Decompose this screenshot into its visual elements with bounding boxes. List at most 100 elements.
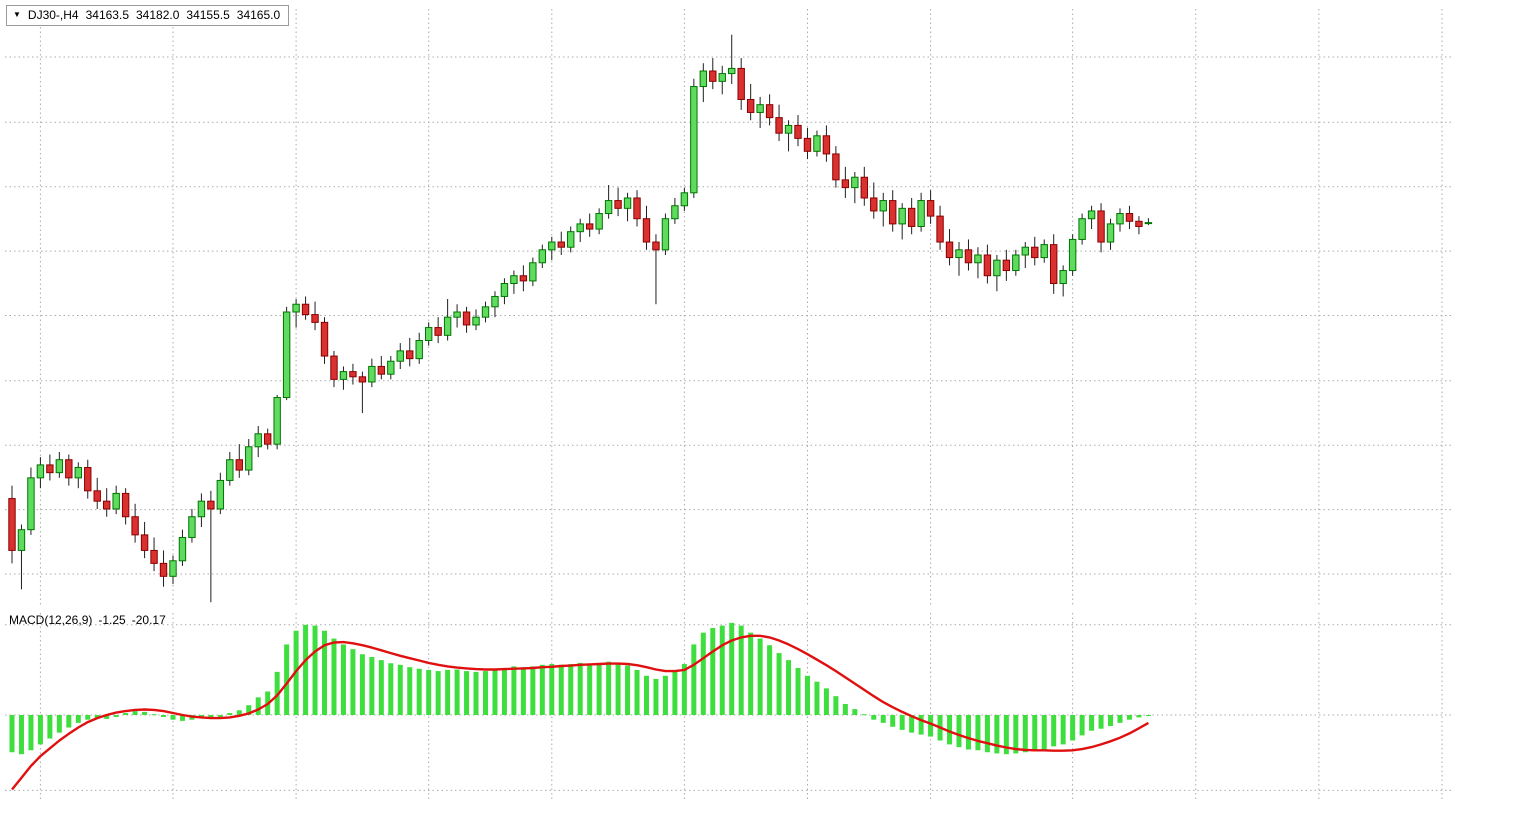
- candle: [216, 472, 225, 515]
- candle: [567, 226, 575, 253]
- candle: [131, 503, 139, 543]
- candle-body: [358, 376, 367, 383]
- candle-body: [879, 200, 887, 212]
- macd-histogram-bar: [132, 711, 138, 715]
- candle: [974, 247, 982, 279]
- macd-histogram-bar: [1003, 715, 1009, 755]
- symbol-dropdown-icon[interactable]: ▼: [13, 10, 21, 19]
- candle: [671, 197, 679, 224]
- candle-body: [349, 371, 357, 378]
- macd-histogram-bar: [1126, 715, 1132, 720]
- candle: [1125, 205, 1134, 230]
- candle: [1144, 218, 1153, 226]
- candle-body: [159, 562, 168, 577]
- macd-histogram-bar: [1060, 715, 1066, 745]
- macd-histogram-bar: [833, 696, 839, 715]
- candle-body: [794, 124, 802, 139]
- macd-histogram-bar: [681, 664, 687, 715]
- candle-body: [415, 340, 423, 360]
- candle: [462, 306, 471, 333]
- candle-body: [784, 124, 793, 134]
- candle: [907, 197, 916, 235]
- macd-histogram-bar: [511, 666, 517, 715]
- macd-histogram-bar: [823, 688, 829, 715]
- macd-histogram-bar: [161, 715, 167, 717]
- candle-body: [377, 365, 386, 375]
- macd-histogram-bar: [501, 667, 507, 715]
- candle-body: [1078, 218, 1086, 240]
- candle-body: [1040, 244, 1048, 259]
- candle: [387, 356, 395, 380]
- candle: [84, 459, 92, 499]
- candle: [860, 166, 868, 206]
- candle-body: [112, 492, 120, 510]
- candle: [188, 508, 196, 543]
- macd-signal-line: [11, 634, 1149, 791]
- candle-body: [765, 104, 774, 119]
- macd-histogram-bar: [748, 632, 754, 715]
- macd-histogram-bar: [757, 638, 763, 715]
- candle: [349, 363, 357, 385]
- candle-body: [8, 498, 16, 551]
- macd-histogram-bar: [956, 715, 962, 748]
- candle-body: [150, 549, 158, 564]
- macd-histogram-bar: [113, 715, 119, 717]
- macd-histogram-bar: [492, 669, 498, 715]
- candle-body: [974, 254, 982, 264]
- candle-body: [320, 321, 329, 357]
- macd-histogram-bar: [435, 671, 441, 715]
- candle: [680, 187, 689, 211]
- candle-body: [614, 200, 622, 209]
- candle-body: [917, 200, 925, 227]
- candle-body: [311, 314, 319, 323]
- candle: [282, 306, 291, 401]
- candle: [415, 332, 423, 364]
- candle: [756, 96, 764, 129]
- candle-body: [699, 70, 708, 88]
- macd-histogram-bar: [255, 697, 261, 715]
- candle-body: [406, 350, 414, 360]
- macd-histogram-bar: [1098, 715, 1104, 729]
- candle: [718, 65, 726, 95]
- candle-body: [529, 262, 537, 282]
- candle-body: [680, 192, 689, 207]
- candle: [614, 187, 622, 217]
- candle-body: [282, 311, 291, 399]
- macd-signal-value: -20.17: [131, 613, 166, 627]
- macd-histogram-bar: [899, 715, 905, 730]
- candle: [983, 244, 992, 284]
- candle: [207, 490, 215, 603]
- candle: [368, 358, 376, 388]
- macd-histogram-bar: [719, 625, 725, 715]
- candle: [633, 190, 641, 227]
- candle-body: [339, 371, 348, 380]
- candle-body: [585, 223, 594, 230]
- macd-histogram-bar: [558, 664, 564, 715]
- macd-histogram-bar: [473, 671, 479, 715]
- macd-histogram-bar: [842, 704, 848, 715]
- candle: [699, 63, 708, 103]
- candle-body: [1125, 213, 1134, 222]
- candle: [500, 278, 509, 305]
- candle: [661, 213, 670, 255]
- macd-histogram-bar: [359, 654, 365, 715]
- candle-body: [1050, 244, 1058, 284]
- macd-histogram-bar: [520, 667, 526, 715]
- candle-body: [491, 295, 499, 308]
- macd-histogram-bar: [625, 665, 631, 715]
- candle: [358, 371, 367, 414]
- candle-body: [1021, 246, 1029, 256]
- macd-histogram-bar: [549, 664, 555, 715]
- macd-histogram-bar: [369, 656, 375, 715]
- candle-body: [197, 500, 206, 518]
- candle: [529, 257, 537, 287]
- candle: [273, 394, 281, 450]
- candle-body: [510, 275, 518, 284]
- candle-body: [557, 241, 565, 248]
- candle: [775, 104, 783, 141]
- macd-panel[interactable]: [9, 622, 1151, 791]
- macd-histogram-bar: [236, 710, 242, 715]
- macd-histogram-bar: [284, 644, 290, 715]
- candle: [36, 457, 45, 489]
